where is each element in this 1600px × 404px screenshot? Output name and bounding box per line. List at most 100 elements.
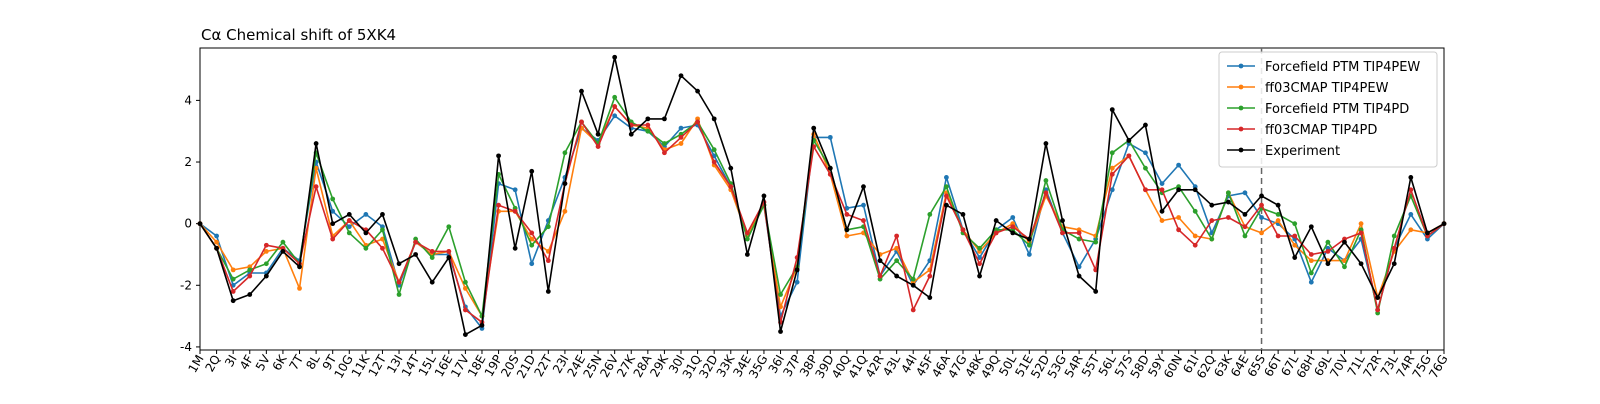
data-point xyxy=(711,116,717,122)
data-point xyxy=(1375,295,1381,301)
data-point xyxy=(811,125,817,131)
data-point xyxy=(1192,208,1198,214)
x-tick-label: 76G xyxy=(1426,353,1450,381)
data-point xyxy=(944,175,949,180)
data-point xyxy=(612,104,618,109)
data-point xyxy=(1143,165,1148,171)
data-point xyxy=(944,202,949,208)
data-point xyxy=(744,230,750,236)
data-point xyxy=(877,273,883,279)
data-point xyxy=(1026,236,1032,242)
data-point xyxy=(678,134,684,140)
data-point xyxy=(230,298,236,304)
data-point xyxy=(462,307,468,313)
data-point xyxy=(695,88,700,94)
data-point xyxy=(960,212,966,217)
data-point xyxy=(313,165,319,171)
data-point xyxy=(346,230,352,236)
data-point xyxy=(380,227,385,233)
data-point xyxy=(695,119,700,125)
series-line-4 xyxy=(199,56,1445,336)
data-point xyxy=(380,236,385,242)
data-point xyxy=(977,245,982,251)
data-point xyxy=(446,224,452,230)
data-point xyxy=(363,212,369,217)
data-point xyxy=(1076,230,1082,236)
data-point xyxy=(662,150,667,156)
data-point xyxy=(1408,227,1414,233)
data-point xyxy=(214,239,219,245)
data-point xyxy=(346,224,352,230)
data-point xyxy=(678,141,684,146)
data-point xyxy=(1391,261,1397,267)
chart-title: Cα Chemical shift of 5XK4 xyxy=(201,26,396,44)
y-tick-label: 4 xyxy=(184,93,192,107)
data-point xyxy=(462,279,468,285)
data-point xyxy=(1176,215,1182,220)
x-tick-label: 2Q xyxy=(203,353,224,375)
data-point xyxy=(910,307,916,313)
data-point xyxy=(794,279,800,285)
data-point xyxy=(1225,199,1231,205)
data-point xyxy=(529,236,535,242)
y-tick-label: 2 xyxy=(184,155,192,169)
data-point xyxy=(910,276,916,282)
data-point xyxy=(429,248,435,254)
data-point xyxy=(1242,190,1248,196)
data-point xyxy=(280,239,286,245)
data-point xyxy=(844,233,850,239)
x-tick-label: 3I xyxy=(222,353,240,370)
data-point xyxy=(1408,175,1414,180)
data-point xyxy=(1391,233,1397,239)
x-tick-label: 4F xyxy=(237,352,256,372)
data-point xyxy=(977,273,982,279)
data-point xyxy=(1325,239,1331,245)
data-point xyxy=(1109,187,1115,193)
legend-label: Experiment xyxy=(1265,144,1340,159)
data-point xyxy=(1358,221,1364,227)
data-point xyxy=(944,193,949,199)
legend-swatch-marker xyxy=(1238,147,1244,153)
data-point xyxy=(1109,171,1115,177)
data-point xyxy=(363,230,369,236)
data-point xyxy=(1192,233,1198,239)
data-point xyxy=(413,239,419,245)
legend: Forcefield PTM TIP4PEW ff03CMAP TIP4PEW Fo… xyxy=(1218,51,1438,168)
data-point xyxy=(711,159,717,165)
data-point xyxy=(1292,242,1298,248)
data-point xyxy=(612,54,618,60)
data-point xyxy=(579,119,584,125)
data-point xyxy=(1358,261,1364,267)
data-point xyxy=(827,134,833,140)
data-point xyxy=(230,276,236,282)
data-point xyxy=(1143,122,1148,128)
data-point xyxy=(545,224,551,230)
data-point xyxy=(778,329,783,334)
data-point xyxy=(1159,187,1165,193)
data-point xyxy=(728,184,734,190)
data-point xyxy=(1325,248,1331,254)
data-point xyxy=(1308,279,1314,285)
data-point xyxy=(894,273,900,279)
data-point xyxy=(1308,270,1314,276)
data-point xyxy=(844,227,850,233)
data-point xyxy=(512,245,518,251)
data-point xyxy=(927,273,933,279)
data-point xyxy=(662,116,667,122)
data-point xyxy=(313,184,319,190)
data-point xyxy=(230,267,236,273)
data-point xyxy=(263,242,269,248)
x-tick-label: 6K xyxy=(270,352,290,373)
data-point xyxy=(1159,208,1165,214)
legend-box xyxy=(1218,51,1438,168)
data-point xyxy=(1192,187,1198,193)
plot-area: -4-20241M2Q3I4F5V6K7T8L9T10G11K12T13I14T… xyxy=(180,47,1451,381)
data-point xyxy=(263,248,269,254)
y-tick-label: -2 xyxy=(180,278,192,292)
data-point xyxy=(247,292,253,297)
data-point xyxy=(1358,230,1364,236)
data-point xyxy=(380,212,385,217)
data-point xyxy=(1242,224,1248,230)
